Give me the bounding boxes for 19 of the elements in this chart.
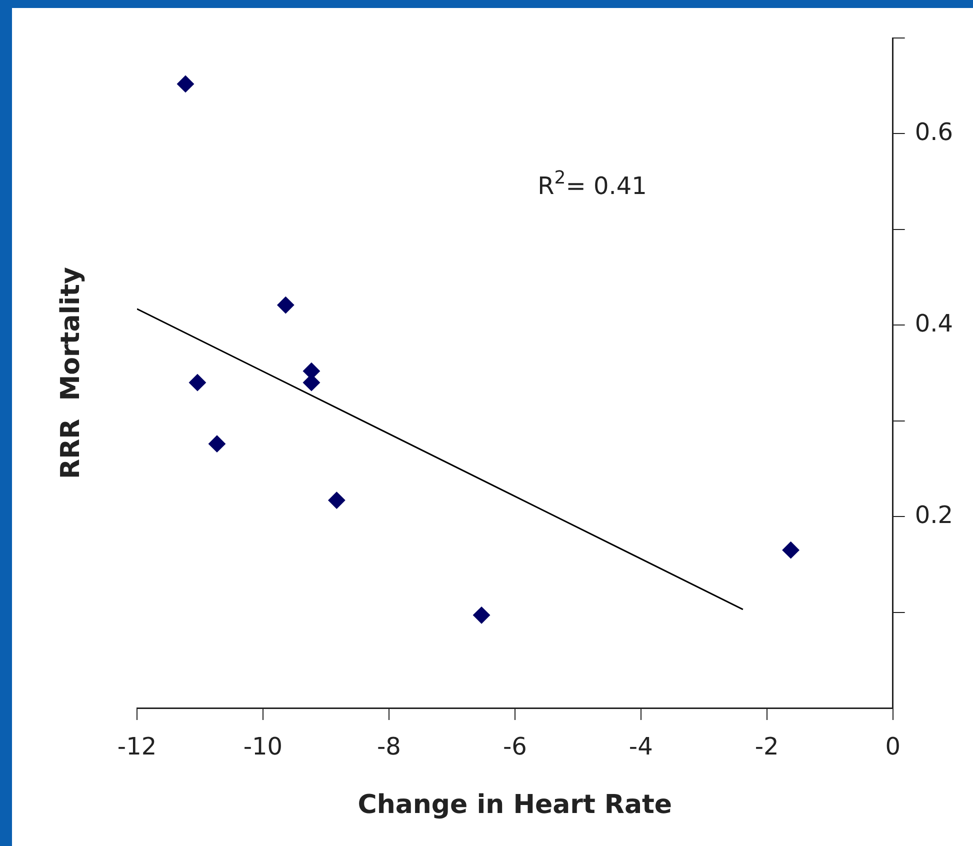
point <box>473 606 490 624</box>
point <box>177 75 194 92</box>
x-tick-label: -12 <box>117 732 157 761</box>
point <box>277 296 294 314</box>
x-tick-label: -6 <box>502 732 527 761</box>
point <box>188 374 206 392</box>
x-tick-label: -8 <box>376 732 401 761</box>
x-tick-label: -2 <box>754 732 779 761</box>
x-tick-label: -10 <box>243 732 283 761</box>
y-tick-label: 0.4 <box>914 309 954 338</box>
y-axis-title: RRR Mortality <box>56 267 86 479</box>
point <box>782 542 800 559</box>
point <box>328 492 346 509</box>
y-tick-label: 0.6 <box>914 118 954 146</box>
x-tick-label: 0 <box>885 732 900 761</box>
x-tick-label: -4 <box>628 732 653 761</box>
x-axis-title: Change in Heart Rate <box>358 790 672 820</box>
point <box>208 435 226 452</box>
y-tick-label: 0.2 <box>914 500 954 529</box>
